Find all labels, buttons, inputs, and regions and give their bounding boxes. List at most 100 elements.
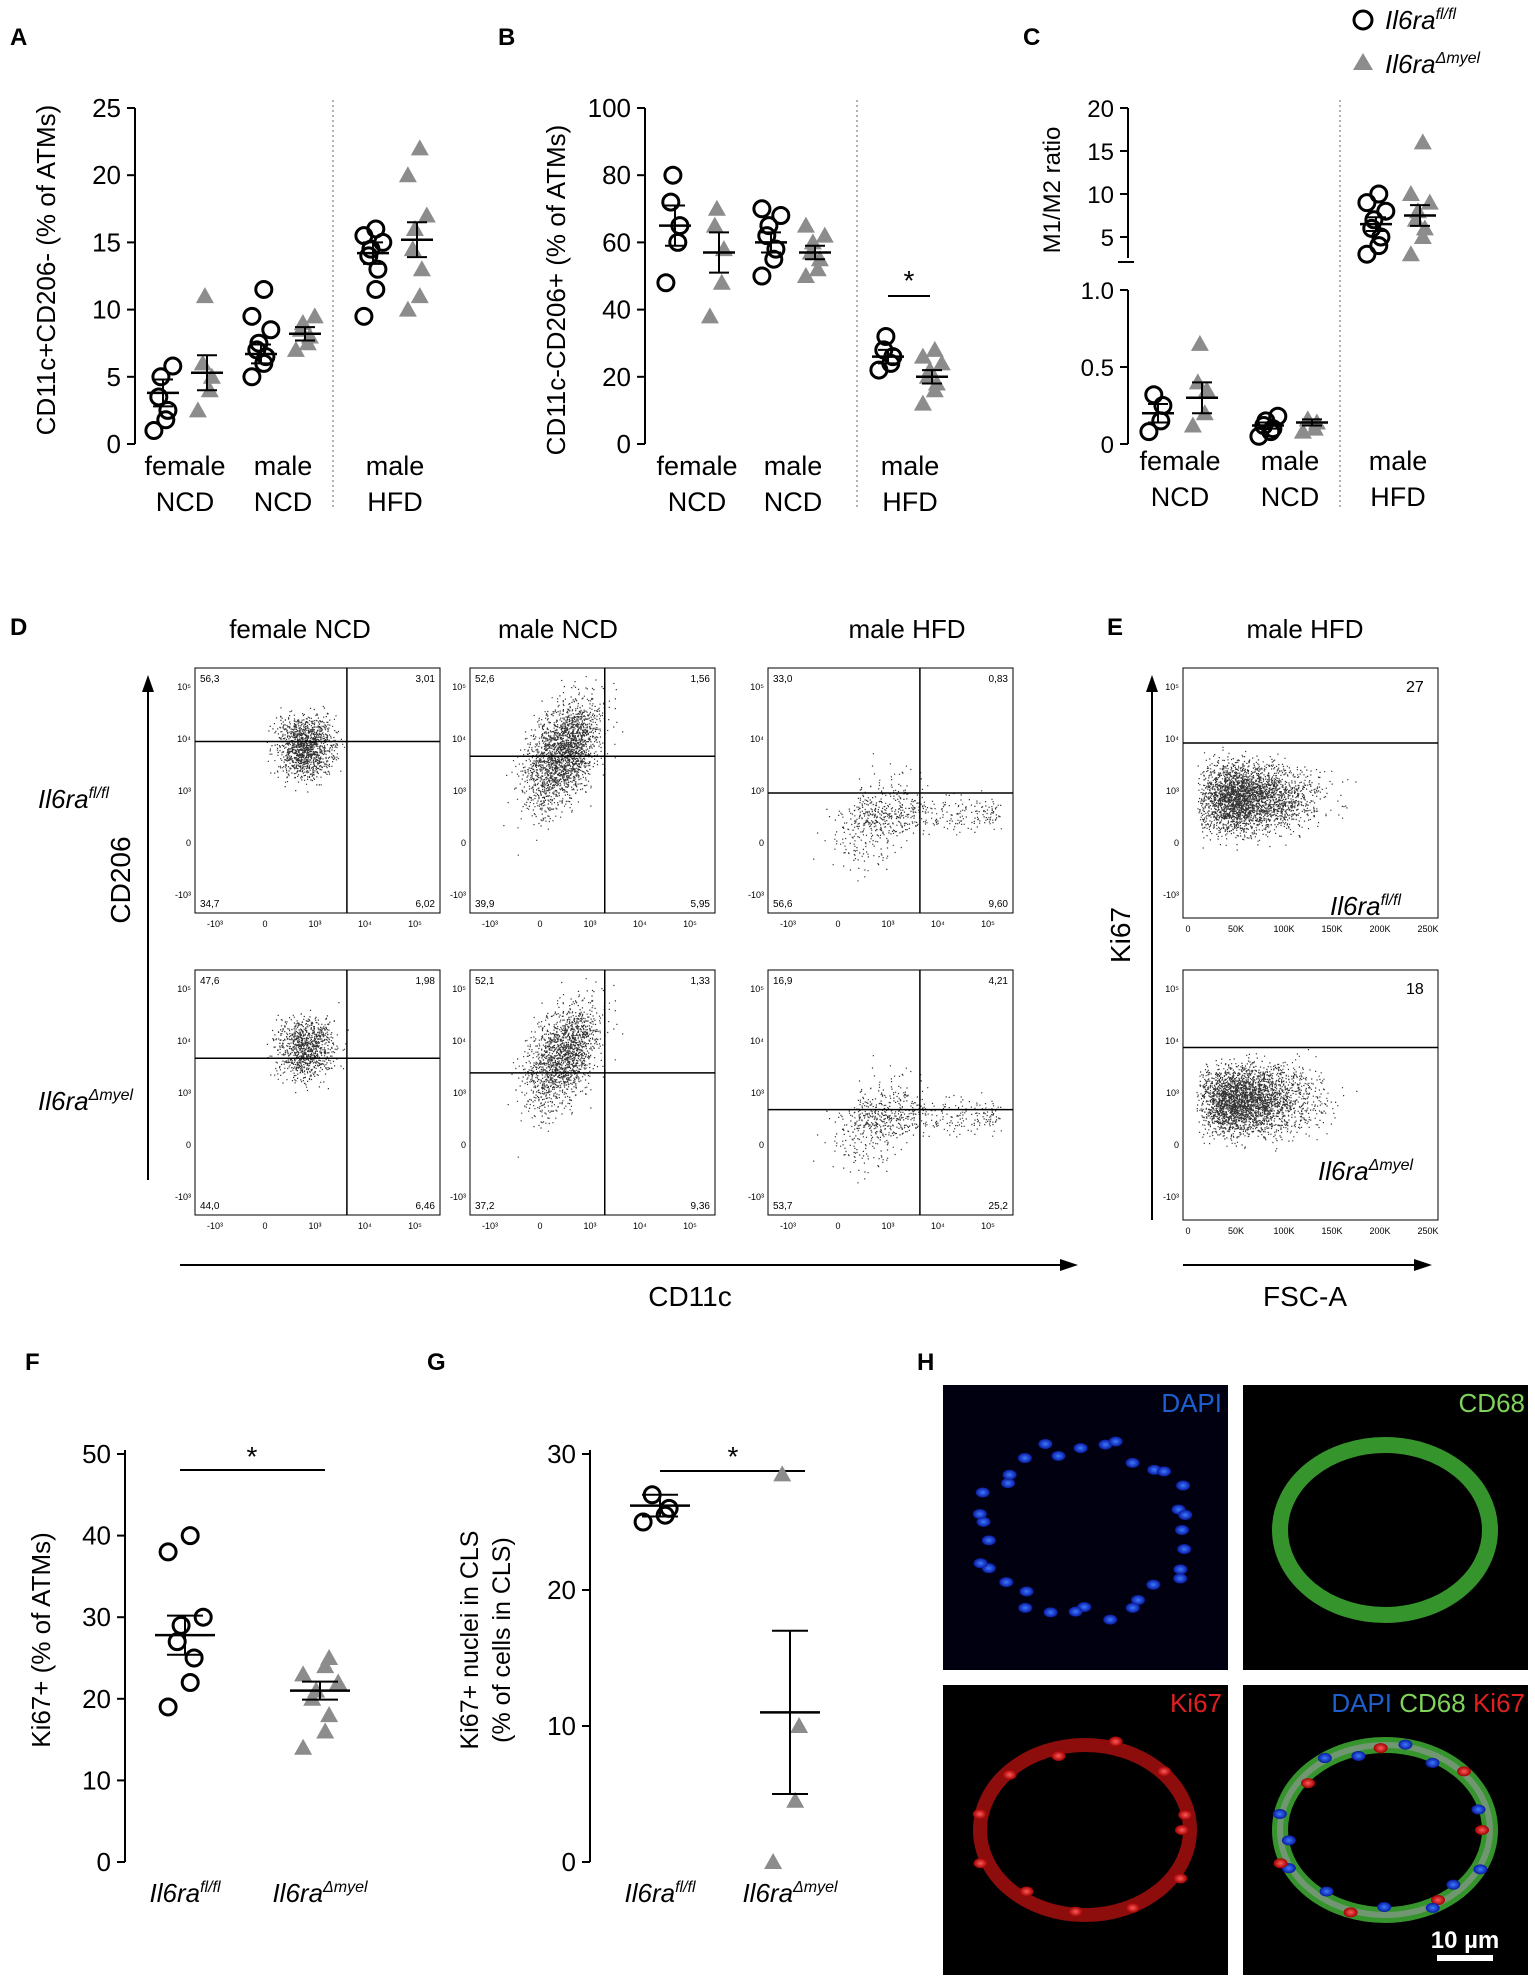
c-ytick-label: 10 — [1087, 182, 1114, 209]
point-myel — [188, 401, 207, 418]
point-myel — [320, 1706, 339, 1723]
nucleus — [1068, 1906, 1083, 1917]
ki67-ytick: -10³ — [1163, 890, 1179, 900]
point-myel — [764, 1853, 783, 1869]
panel-g-ylabel-1: Ki67+ nuclei in CLS — [456, 1531, 484, 1750]
flow-xtick: 0 — [262, 1221, 267, 1231]
flow-events — [813, 753, 1002, 882]
panel-d-row-label-1-base: Il6ra — [38, 784, 89, 814]
flow-plot: 33,0 0,83 56,6 9,60 10⁵ 10⁴ 10³ 0 -10³ -10³ 0 10³ 10… — [748, 667, 1014, 929]
panel-g-xlabel-2: Il6raΔmyel — [742, 1878, 838, 1908]
point-myel — [1413, 228, 1432, 244]
nucleus — [975, 1487, 990, 1498]
panel-e-plot-label-1: Il6rafl/fl — [1330, 891, 1401, 921]
flow-plot-frame — [194, 969, 441, 1216]
point-myel — [305, 307, 324, 324]
flow-ytick: 10⁴ — [750, 1036, 764, 1046]
b-group-label: NCD — [668, 487, 727, 517]
a-ytick-label: 20 — [92, 160, 121, 190]
flow-xtick: 0 — [262, 919, 267, 929]
panel-b-ylabel: CD11c-CD206+ (% of ATMs) — [541, 125, 571, 456]
quadrant-lr: 5,95 — [691, 899, 711, 910]
flow-xtick: 10⁴ — [633, 1221, 647, 1231]
point-fl — [752, 199, 772, 219]
nucleus — [976, 1516, 991, 1527]
quadrant-ur: 0,83 — [989, 674, 1009, 685]
point-fl — [171, 1615, 191, 1635]
point-fl — [663, 165, 683, 185]
panel-g-ylabel-2: (% of cells in CLS) — [488, 1537, 516, 1743]
flow-ytick: 0 — [186, 838, 191, 848]
flow-xtick: 10³ — [881, 1221, 894, 1231]
legend-label-myel-sup: Δmyel — [1435, 50, 1481, 67]
a-ytick-label: 25 — [92, 93, 121, 123]
nucleus — [1446, 1879, 1461, 1890]
scale-bar — [1437, 1955, 1493, 1961]
flow-xtick: 10⁵ — [683, 1221, 697, 1231]
flow-xtick: 10⁵ — [683, 919, 697, 929]
point-fl — [156, 410, 176, 430]
panel-letter-a: A — [10, 24, 27, 51]
point-fl — [184, 1648, 204, 1668]
ki67-value: 18 — [1406, 981, 1424, 998]
point-fl — [876, 326, 896, 346]
panel-b-points — [656, 165, 951, 411]
panel-letter-e: E — [1107, 614, 1123, 641]
nucleus — [1017, 1453, 1032, 1464]
nucleus — [1157, 1466, 1172, 1477]
flow-ytick: 10⁴ — [452, 1036, 466, 1046]
f-ytick-label: 30 — [82, 1602, 111, 1632]
flow-xtick: 10³ — [583, 919, 596, 929]
panel-letter-b: B — [498, 24, 515, 51]
c-ytick-label: 1.0 — [1081, 278, 1114, 305]
quadrant-lr: 9,36 — [691, 1201, 711, 1212]
quadrant-ll: 53,7 — [773, 1201, 793, 1212]
nucleus — [1001, 1478, 1016, 1489]
quadrant-ul: 56,3 — [200, 674, 220, 685]
nucleus — [1173, 1564, 1188, 1575]
point-fl — [151, 367, 171, 387]
flow-ytick: 10³ — [751, 786, 764, 796]
quadrant-lr: 6,46 — [416, 1201, 436, 1212]
nucleus — [1019, 1886, 1034, 1897]
ki67-xtick: 0 — [1185, 924, 1190, 934]
c-group-label: male — [1369, 446, 1428, 476]
g-ytick-label: 30 — [547, 1439, 576, 1469]
panel-d-row-label-2-base: Il6ra — [38, 1086, 89, 1116]
panel-f-xlabel-2-base: Il6ra — [272, 1878, 323, 1908]
panel-d-row-label-2: Il6raΔmyel — [38, 1086, 134, 1116]
flow-xtick: 0 — [835, 1221, 840, 1231]
a-group-label: male — [366, 451, 425, 481]
g-ytick-label: 20 — [547, 1575, 576, 1605]
flow-ytick: 10³ — [751, 1088, 764, 1098]
panel-b-chart: CD11c-CD206+ (% of ATMs) 0 20 40 60 80 100 fe… — [541, 93, 951, 517]
merge-label-space-2 — [1466, 1688, 1473, 1718]
cd68-ring — [1272, 1437, 1498, 1623]
quadrant-ll: 44,0 — [200, 1201, 220, 1212]
panel-e-y-axis-label: Ki67 — [1105, 907, 1136, 963]
g-ytick-label: 0 — [562, 1847, 576, 1877]
micrograph-merge-label: DAPI CD68 Ki67 — [1331, 1688, 1525, 1718]
panel-g-chart: Ki67+ nuclei in CLS (% of cells in CLS) … — [456, 1439, 838, 1908]
ki67-ytick: 0 — [1174, 838, 1179, 848]
quadrant-ur: 1,56 — [691, 674, 711, 685]
b-group-label: NCD — [764, 487, 823, 517]
flow-ytick: 10³ — [178, 786, 191, 796]
point-myel — [410, 139, 429, 156]
ki67-xtick: 200K — [1369, 924, 1390, 934]
panel-c-ylabel: M1/M2 ratio — [1039, 127, 1066, 254]
panel-letters: A B C D E F G H — [10, 24, 1123, 1376]
nucleus — [1146, 1579, 1161, 1590]
point-fl — [180, 1526, 200, 1546]
flow-xtick: -10³ — [780, 1221, 796, 1231]
flow-plot: 56,3 3,01 34,7 6,02 10⁵ 10⁴ 10³ 0 -10³ -10³ 0 10³ 10… — [175, 667, 441, 929]
panel-e-flow: male HFD Ki67 FSC-A 27 0 50K 100K 150K 200K 25… — [1105, 614, 1439, 1312]
panel-e-x-arrowhead — [1414, 1259, 1432, 1271]
flow-ytick: -10³ — [748, 1192, 764, 1202]
flow-plot: 16,9 4,21 53,7 25,2 10⁵ 10⁴ 10³ 0 -10³ -10³ 0 10³ 10… — [748, 969, 1014, 1231]
panel-c-group-labels: female NCD male NCD male HFD — [1139, 446, 1427, 512]
quadrant-lr: 6,02 — [416, 899, 436, 910]
point-fl — [661, 192, 681, 212]
a-ytick-label: 0 — [107, 429, 121, 459]
point-myel — [1401, 185, 1420, 201]
